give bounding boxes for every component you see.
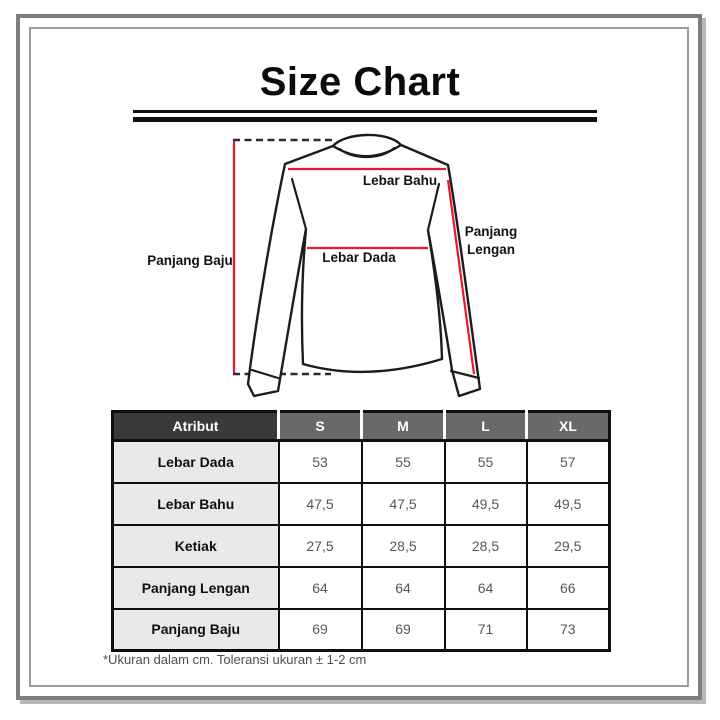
page-title: Size Chart bbox=[259, 60, 461, 104]
size-note: *Ukuran dalam cm. Toleransi ukuran ± 1-2… bbox=[103, 652, 367, 667]
table-row-lebar-bahu: Lebar Bahu 47,5 47,5 49,5 49,5 bbox=[111, 481, 611, 526]
cell-value: 64 bbox=[443, 565, 528, 610]
table-row-lebar-dada: Lebar Dada 53 55 55 57 bbox=[111, 439, 611, 484]
table-header-size-m: M bbox=[360, 410, 446, 442]
cell-value: 69 bbox=[277, 607, 363, 652]
label-panjang-lengan: Panjang Lengan bbox=[464, 223, 518, 257]
cell-value: 29,5 bbox=[525, 523, 611, 568]
cell-value: 28,5 bbox=[360, 523, 446, 568]
label-panjang-baju: Panjang Baju bbox=[147, 252, 233, 268]
shirt-outline bbox=[246, 143, 482, 398]
right-cuff-line bbox=[449, 369, 481, 380]
cell-value: 64 bbox=[360, 565, 446, 610]
table-row-panjang-lengan: Panjang Lengan 64 64 64 66 bbox=[111, 565, 611, 610]
cell-value: 49,5 bbox=[525, 481, 611, 526]
cell-value: 66 bbox=[525, 565, 611, 610]
cell-value: 69 bbox=[360, 607, 446, 652]
row-label: Lebar Dada bbox=[111, 439, 280, 484]
cell-value: 73 bbox=[525, 607, 611, 652]
row-label: Panjang Baju bbox=[111, 607, 280, 652]
row-label: Lebar Bahu bbox=[111, 481, 280, 526]
cell-value: 27,5 bbox=[277, 523, 363, 568]
size-table: Atribut S M L XL Lebar Dada 53 55 55 57 … bbox=[111, 410, 611, 652]
table-header-size-l: L bbox=[443, 410, 528, 442]
title-underline bbox=[133, 110, 597, 123]
cell-value: 47,5 bbox=[277, 481, 363, 526]
table-row-ketiak: Ketiak 27,5 28,5 28,5 29,5 bbox=[111, 523, 611, 568]
title-underline-thick bbox=[133, 117, 597, 122]
cell-value: 47,5 bbox=[360, 481, 446, 526]
inner-frame bbox=[29, 27, 689, 687]
table-header-atribut: Atribut bbox=[111, 410, 280, 442]
cell-value: 28,5 bbox=[443, 523, 528, 568]
left-armhole-seam-line bbox=[290, 177, 308, 231]
cell-value: 57 bbox=[525, 439, 611, 484]
outer-frame bbox=[16, 14, 702, 700]
cell-value: 64 bbox=[277, 565, 363, 610]
table-header-size-s: S bbox=[277, 410, 363, 442]
cell-value: 55 bbox=[443, 439, 528, 484]
table-header-size-xl: XL bbox=[525, 410, 611, 442]
row-label: Ketiak bbox=[111, 523, 280, 568]
cell-value: 71 bbox=[443, 607, 528, 652]
size-table-header-row: Atribut S M L XL bbox=[111, 410, 611, 442]
measurement-line-panjang-lengan bbox=[446, 179, 476, 375]
row-label: Panjang Lengan bbox=[111, 565, 280, 610]
title-underline-thin bbox=[133, 110, 597, 113]
label-lebar-bahu: Lebar Bahu bbox=[362, 172, 438, 188]
cell-value: 55 bbox=[360, 439, 446, 484]
collar-back-line bbox=[331, 133, 403, 148]
table-row-panjang-baju: Panjang Baju 69 69 71 73 bbox=[111, 607, 611, 652]
collar-inner-line bbox=[339, 147, 395, 159]
cell-value: 53 bbox=[277, 439, 363, 484]
cell-value: 49,5 bbox=[443, 481, 528, 526]
right-armhole-seam-line bbox=[426, 182, 441, 232]
label-lebar-dada: Lebar Dada bbox=[322, 249, 396, 265]
left-cuff-line bbox=[250, 368, 280, 380]
